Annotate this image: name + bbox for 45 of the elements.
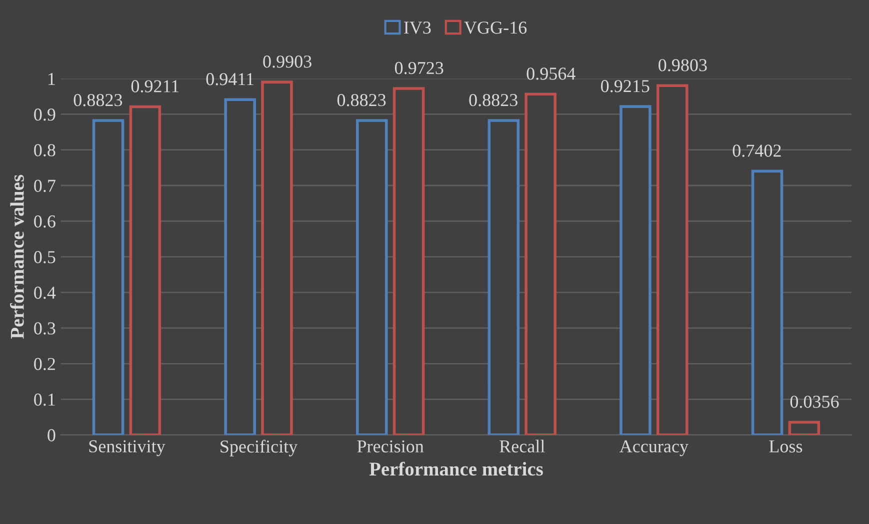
data-label: 0.9723	[394, 62, 444, 74]
y-axis-title: Performance values	[10, 174, 24, 339]
y-tick-label: 0.2	[34, 358, 55, 370]
legend-label: IV3	[404, 22, 431, 34]
bar	[620, 105, 652, 435]
data-label: 0.9411	[206, 73, 254, 86]
x-tick-label: Loss	[769, 440, 802, 452]
x-tick-label: Recall	[500, 440, 545, 452]
data-label: 0.9211	[131, 80, 179, 92]
data-label: 0.9564	[526, 68, 576, 80]
y-tick-label: 0.8	[34, 144, 56, 156]
bar	[129, 105, 162, 435]
bar	[488, 119, 520, 435]
x-tick-label: Specificity	[220, 440, 298, 456]
data-label: 0.9803	[658, 59, 707, 72]
x-axis-title: Performance metrics	[369, 462, 543, 476]
data-label: 0.7402	[732, 144, 781, 157]
data-label: 0.9215	[601, 80, 650, 92]
bar	[261, 80, 293, 435]
y-tick-label: 0.6	[34, 215, 56, 228]
y-tick-label: 0.3	[34, 322, 56, 335]
data-label: 0.0356	[790, 396, 839, 408]
bar	[92, 119, 124, 435]
y-tick-label: 0.5	[34, 251, 56, 264]
y-tick-label: 1	[48, 72, 55, 85]
bar	[656, 84, 688, 435]
data-label: 0.8823	[469, 94, 518, 106]
legend-label: VGG-16	[464, 22, 527, 34]
bar	[356, 119, 388, 435]
y-tick-label: 0	[48, 429, 56, 442]
bar	[224, 98, 256, 435]
x-tick-label: Sensitivity	[89, 440, 166, 456]
y-tick-label: 0.4	[34, 286, 56, 299]
data-label: 0.8823	[74, 94, 122, 106]
bar	[524, 92, 556, 435]
y-tick-label: 0.7	[34, 180, 56, 192]
bar	[751, 170, 784, 435]
x-tick-label: Precision	[357, 440, 424, 452]
y-tick-label: 0.9	[34, 108, 56, 121]
bar	[392, 87, 425, 435]
bar	[788, 420, 820, 435]
data-label: 0.9903	[263, 56, 312, 68]
x-tick-label: Accuracy	[620, 440, 688, 456]
y-tick-label: 0.1	[34, 394, 55, 406]
data-label: 0.8823	[337, 94, 386, 106]
